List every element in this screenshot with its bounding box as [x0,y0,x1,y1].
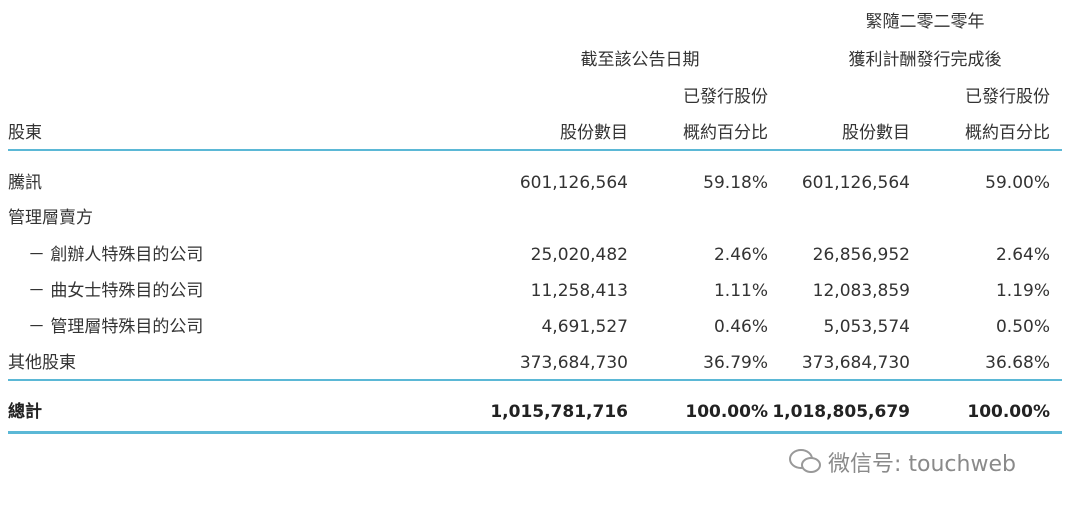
watermark: 微信号: touchweb [828,452,1016,477]
cell: 0.50% [995,317,1050,337]
group-header: 截至該公告日期 [580,50,700,70]
row-label: 其他股東 [8,353,76,373]
cell: 36.68% [985,353,1050,373]
cell: 5,053,574 [823,317,910,337]
cell: 59.18% [703,173,768,193]
column-header: 已發行股份 [965,87,1050,107]
cell: 373,684,730 [801,353,910,373]
body-rule [8,379,1062,381]
cell: 26,856,952 [812,245,910,265]
cell: 2.46% [713,245,768,265]
cell: 11,258,413 [530,281,628,301]
total-rule [8,431,1062,434]
header-rule [8,149,1062,151]
column-header: 股份數目 [842,123,910,143]
cell: 59.00% [985,173,1050,193]
cell: 373,684,730 [519,353,628,373]
column-header: 概約百分比 [683,123,768,143]
cell: 1.19% [995,281,1050,301]
column-header: 股東 [8,123,42,143]
total-cell: 100.00% [685,402,768,422]
cell: 25,020,482 [530,245,628,265]
cell: 0.46% [713,317,768,337]
group-header: 緊隨二零二零年 [865,12,985,32]
row-label: 管理層賣方 [8,208,93,228]
cell: 601,126,564 [801,173,910,193]
cell: 36.79% [703,353,768,373]
row-label: 騰訊 [8,173,42,193]
total-cell: 1,018,805,679 [772,402,910,422]
total-cell: 1,015,781,716 [490,402,628,422]
column-header: 股份數目 [560,123,628,143]
total-label: 總計 [8,402,42,422]
cell: 12,083,859 [812,281,910,301]
column-header: 已發行股份 [683,87,768,107]
row-label: － 曲女士特殊目的公司 [28,281,204,301]
cell: 1.11% [713,281,768,301]
row-label: － 管理層特殊目的公司 [28,317,204,337]
row-label: － 創辦人特殊目的公司 [28,245,204,265]
cell: 601,126,564 [519,173,628,193]
group-header: 獲利計酬發行完成後 [848,50,1002,70]
cell: 2.64% [995,245,1050,265]
total-cell: 100.00% [967,402,1050,422]
wechat-icon [789,449,821,473]
cell: 4,691,527 [541,317,628,337]
column-header: 概約百分比 [965,123,1050,143]
